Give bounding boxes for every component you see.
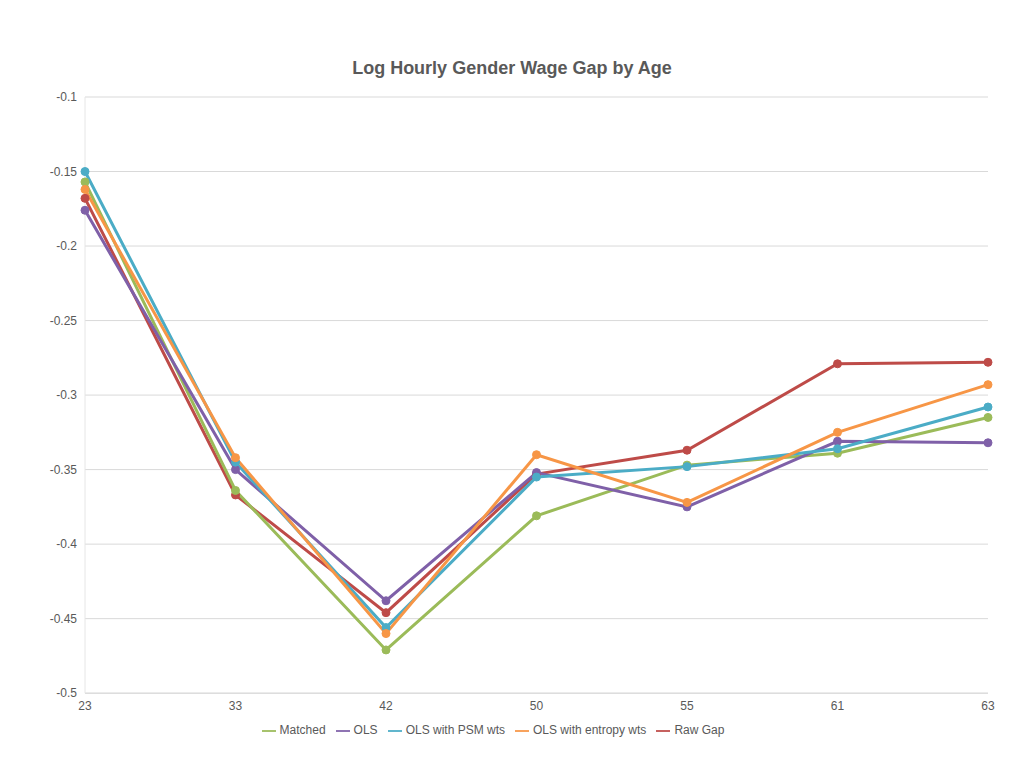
svg-text:-0.1: -0.1 — [56, 90, 77, 104]
svg-text:-0.25: -0.25 — [50, 314, 78, 328]
html-text:OLS: OLS — [353, 723, 378, 738]
svg-text:42: 42 — [379, 699, 393, 713]
svg-text:61: 61 — [831, 699, 845, 713]
svg-text:-0.4: -0.4 — [56, 537, 77, 551]
svg-text:-0.35: -0.35 — [50, 463, 78, 477]
html-text:OLS with entropy wts: OLS with entropy wts — [533, 723, 647, 738]
svg-text:55: 55 — [680, 699, 694, 713]
html-text:OLS with PSM wts: OLS with PSM wts — [405, 723, 505, 738]
svg-text:-0.45: -0.45 — [50, 612, 78, 626]
svg-text:-0.5: -0.5 — [56, 686, 77, 700]
html-text:Matched: Matched — [279, 723, 326, 738]
svg-text:23: 23 — [78, 699, 92, 713]
svg-text:-0.3: -0.3 — [56, 388, 77, 402]
svg-text:-0.2: -0.2 — [56, 239, 77, 253]
svg-text:63: 63 — [981, 699, 995, 713]
html-text:Raw Gap: Raw Gap — [674, 723, 725, 738]
html-text:Log Hourly Gender Wage Gap by: Log Hourly Gender Wage Gap by Age — [352, 58, 672, 78]
svg-text:33: 33 — [229, 699, 243, 713]
svg-text:-0.15: -0.15 — [50, 165, 78, 179]
svg-text:50: 50 — [530, 699, 544, 713]
